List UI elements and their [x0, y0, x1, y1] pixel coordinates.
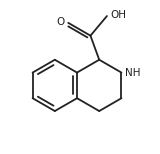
Text: OH: OH [110, 10, 126, 20]
Text: O: O [56, 17, 64, 27]
Text: NH: NH [125, 68, 140, 78]
